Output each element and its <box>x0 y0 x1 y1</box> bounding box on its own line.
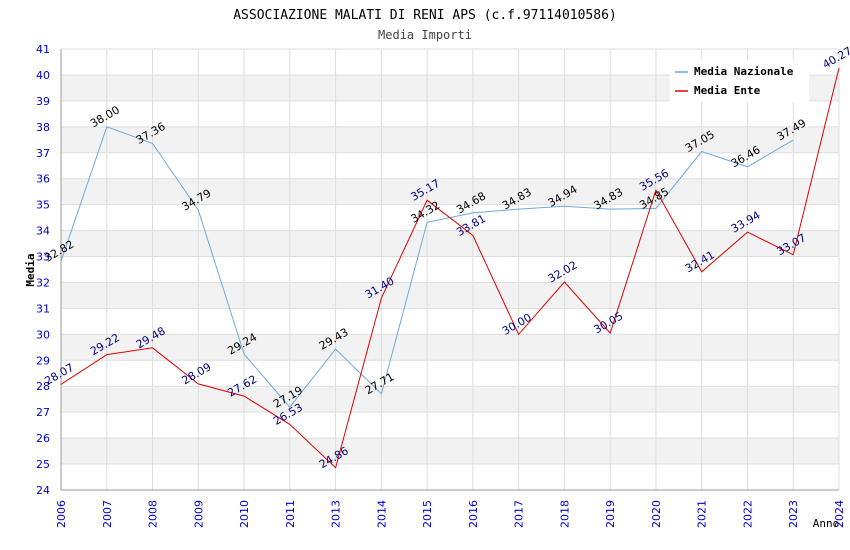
legend-label-ente: Media Ente <box>694 84 761 97</box>
y-tick-label: 37 <box>36 147 50 160</box>
y-tick-label: 28 <box>36 380 50 393</box>
series-line-nazionale <box>60 126 794 408</box>
y-tick-label: 24 <box>36 484 50 497</box>
y-tick-label: 29 <box>36 354 50 367</box>
x-tick-label: 2021 <box>696 500 709 528</box>
plot-background <box>61 49 839 490</box>
x-tick-label: 2014 <box>375 500 388 528</box>
x-tick-label: 2006 <box>55 500 68 528</box>
x-tick-label: 2024 <box>833 500 846 528</box>
y-tick-label: 38 <box>36 121 50 134</box>
x-tick-label: 2017 <box>513 500 526 528</box>
x-tick-label: 2015 <box>421 500 434 528</box>
y-tick-label: 31 <box>36 302 50 315</box>
plot-band <box>61 386 839 413</box>
plot-area <box>61 49 839 490</box>
y-tick-label: 41 <box>36 43 50 56</box>
y-tick-label: 26 <box>36 432 50 445</box>
plot-band <box>61 178 839 205</box>
legend-label-nazionale: Media Nazionale <box>694 65 794 78</box>
y-tick-label: 30 <box>36 328 50 341</box>
y-axis-ticks: 24 25 26 27 28 29 30 31 32 33 34 35 36 37 38 39 40 41 <box>36 43 50 497</box>
plot-band <box>61 438 839 465</box>
series-line-ente <box>60 67 840 469</box>
chart-title: ASSOCIAZIONE MALATI DI RENI APS (c.f.971… <box>233 8 617 23</box>
y-tick-label: 27 <box>36 406 50 419</box>
y-tick-label: 33 <box>36 251 50 264</box>
chart-subtitle: Media Importi <box>378 28 472 42</box>
x-tick-label: 2011 <box>284 500 297 528</box>
x-tick-label: 2008 <box>147 500 160 528</box>
x-tick-label: 2013 <box>330 500 343 528</box>
plot-band <box>61 230 839 257</box>
x-axis-label: Anno <box>813 517 840 530</box>
y-tick-label: 25 <box>36 458 50 471</box>
legend-box <box>670 60 809 102</box>
x-tick-label: 2018 <box>558 500 571 528</box>
x-axis-ticks: 2006 2007 2008 2009 2010 2011 2013 2014 2015 2016… <box>55 500 846 528</box>
x-tick-label: 2016 <box>467 500 480 528</box>
x-tick-label: 2023 <box>787 500 800 528</box>
y-tick-label: 40 <box>36 69 50 82</box>
series-lines <box>60 67 840 469</box>
y-tick-label: 34 <box>36 225 50 238</box>
x-tick-label: 2009 <box>192 500 205 528</box>
x-tick-label: 2010 <box>238 500 251 528</box>
plot-band <box>61 126 839 153</box>
x-tick-label: 2022 <box>741 500 754 528</box>
legend: Media Nazionale Media Ente <box>670 60 809 102</box>
x-tick-label: 2019 <box>604 500 617 528</box>
y-tick-label: 36 <box>36 173 50 186</box>
x-tick-label: 2007 <box>101 500 114 528</box>
y-tick-label: 39 <box>36 95 50 108</box>
gridlines <box>60 48 840 491</box>
plot-band <box>61 282 839 309</box>
plot-band <box>61 334 839 361</box>
x-tick-label: 2020 <box>650 500 663 528</box>
y-axis-label: Media <box>24 253 37 286</box>
y-tick-label: 32 <box>36 276 50 289</box>
y-tick-label: 35 <box>36 199 50 212</box>
